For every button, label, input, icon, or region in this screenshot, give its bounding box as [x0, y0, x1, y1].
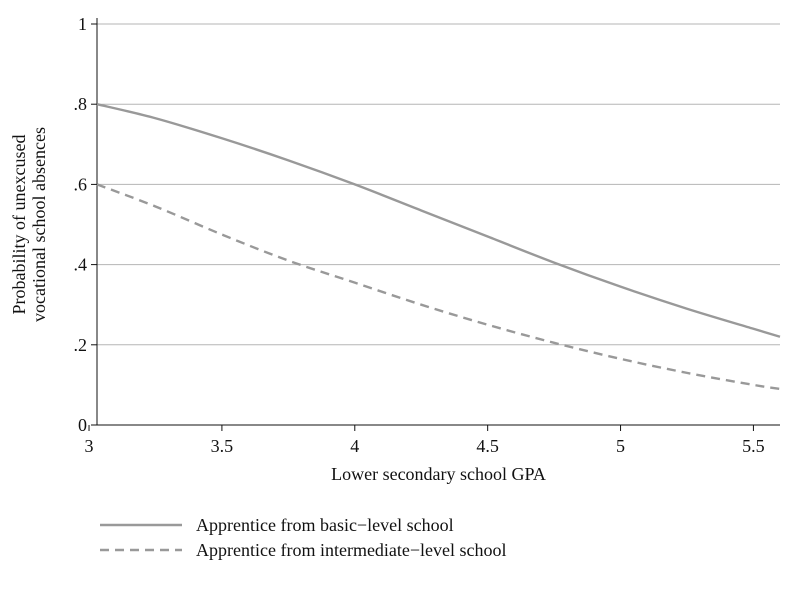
x-tick-label: 5.5 [742, 436, 765, 456]
legend: Apprentice from basic−level school Appren… [100, 515, 507, 560]
x-tick-label: 5 [616, 436, 625, 456]
x-tick-label: 3 [85, 436, 94, 456]
axes [88, 18, 780, 431]
y-tick-label: .2 [74, 335, 88, 355]
y-axis-label-line: vocational school absences [29, 127, 49, 322]
y-axis-label-line: Probability of unexcused [9, 135, 29, 315]
x-tick-label: 3.5 [211, 436, 234, 456]
y-tick-label: .6 [74, 174, 88, 194]
y-tick-label: .8 [74, 94, 88, 114]
y-tick-label: 1 [78, 14, 87, 34]
x-tick-label: 4 [350, 436, 359, 456]
grid-lines [97, 23, 780, 346]
tick-labels: 0 .2 .4 .6 .8 1 3 3.5 4 4.5 5 5.5 [74, 14, 765, 456]
series-lines [96, 103, 781, 391]
y-tick-label: 0 [78, 415, 87, 435]
x-axis-label: Lower secondary school GPA [331, 464, 546, 484]
x-tick-label: 4.5 [476, 436, 499, 456]
legend-label: Apprentice from basic−level school [196, 515, 454, 535]
series-line-1 [96, 103, 781, 338]
legend-label: Apprentice from intermediate−level schoo… [196, 540, 507, 560]
y-axis-label: Probability of unexcused vocational schoo… [9, 127, 49, 322]
y-tick-label: .4 [74, 255, 88, 275]
series-line-2 [96, 183, 781, 391]
